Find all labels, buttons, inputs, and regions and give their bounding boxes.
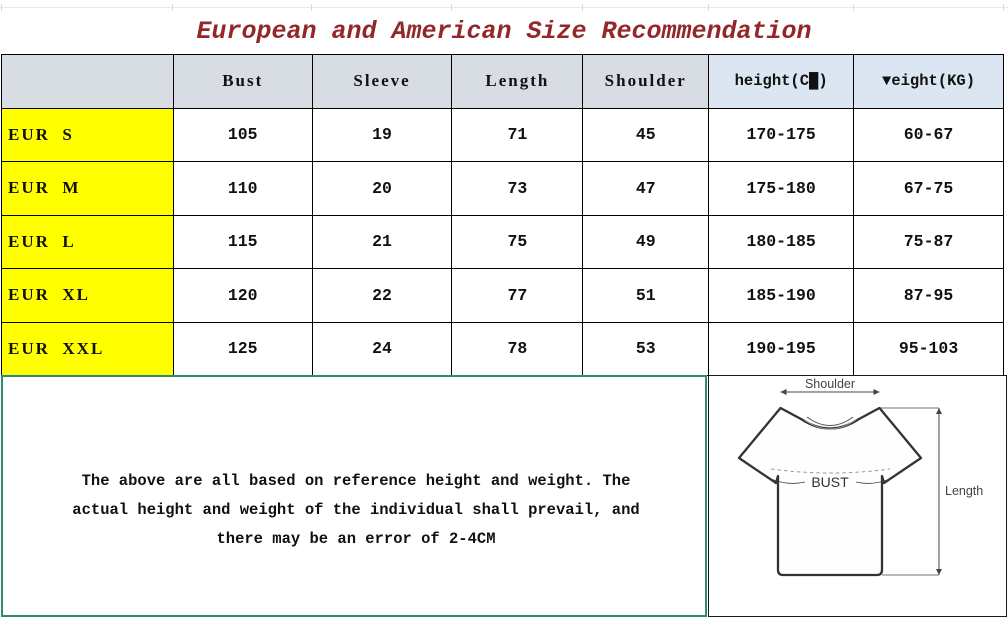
svg-text:BUST: BUST: [811, 474, 849, 490]
svg-text:Length: Length: [945, 484, 983, 498]
svg-text:Shoulder: Shoulder: [805, 377, 855, 391]
